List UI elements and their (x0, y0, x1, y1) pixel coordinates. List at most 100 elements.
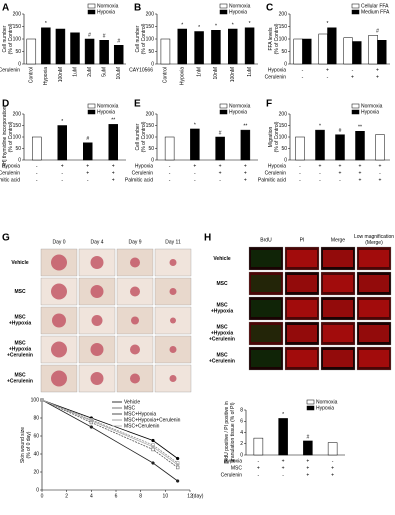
x-tick-label: 8 (139, 493, 142, 499)
line (41, 399, 178, 466)
condition-name: Cerulenin (0, 170, 20, 176)
condition-mark: + (193, 163, 196, 169)
bar (355, 131, 365, 161)
y-tick-label: 150 (279, 123, 288, 129)
panel-letter: B (134, 3, 141, 14)
condition-mark: + (282, 458, 285, 464)
y-tick-label: 50 (281, 146, 287, 152)
wound (169, 288, 177, 295)
line (41, 399, 178, 464)
x-tick-label: 10nM (213, 67, 219, 80)
marker (151, 445, 155, 449)
y-tick-label: 50 (148, 146, 154, 152)
condition-mark: - (36, 177, 38, 183)
column-header: BrdU (260, 237, 272, 243)
bar (190, 128, 200, 161)
stain (287, 250, 317, 267)
bar (327, 27, 337, 65)
wound (90, 343, 104, 356)
condition-name: Cerulenin (132, 170, 154, 176)
y-tick-label: 0 (284, 157, 287, 163)
condition-mark: + (257, 465, 260, 471)
row-label: MSC +Hypoxia (211, 303, 234, 315)
condition-mark: - (36, 163, 38, 169)
annotation: * (319, 123, 321, 129)
bar (84, 38, 95, 65)
condition-mark: + (331, 465, 334, 471)
legend-label: MSC (124, 405, 136, 411)
y-tick-label: 0 (18, 61, 21, 67)
legend-label: Hypoxia (97, 9, 115, 15)
legend-swatch (219, 103, 228, 109)
condition-mark: + (61, 163, 64, 169)
y-tick-label: 100 (279, 36, 288, 42)
bar (352, 41, 362, 65)
stain (323, 325, 353, 342)
condition-name: Hypoxia (2, 163, 20, 169)
condition-mark: + (86, 170, 89, 176)
condition-mark: - (352, 67, 354, 73)
row-label: Vehicle (213, 256, 230, 262)
y-tick-label: 150 (279, 24, 288, 30)
bar (240, 129, 251, 161)
line (41, 399, 178, 468)
condition-mark: - (332, 458, 334, 464)
bar (26, 38, 37, 65)
x-tick-label: 12 (187, 493, 193, 499)
condition-mark: + (112, 177, 115, 183)
marker (89, 425, 93, 429)
bar (70, 32, 80, 65)
y-tick-label: 200 (146, 11, 155, 17)
legend-swatch (87, 9, 96, 15)
column-header: Merge (331, 237, 345, 243)
wound (90, 285, 104, 298)
legend-label: Hypoxia (97, 109, 115, 115)
condition-mark: - (87, 177, 89, 183)
wound (169, 375, 177, 382)
stain (251, 250, 281, 267)
legend-swatch (87, 3, 96, 9)
panel-letter: G (2, 233, 10, 244)
bar (177, 28, 187, 65)
condition-name: Hypoxia (268, 163, 286, 169)
condition-name: Cerulenin (221, 472, 243, 478)
legend-swatch (87, 103, 96, 109)
annotation: # (86, 136, 89, 142)
panel-letter: D (2, 99, 9, 110)
bar (113, 45, 124, 65)
condition-mark: - (258, 458, 260, 464)
wound (130, 344, 140, 355)
y-tick-label: 100 (279, 134, 288, 140)
category-group-label: Cerulenin (0, 67, 20, 73)
condition-mark: - (169, 170, 171, 176)
legend-label: Normoxia (361, 103, 383, 109)
condition-mark: - (61, 177, 63, 183)
bar (211, 30, 221, 65)
x-tick-label: 2 (65, 493, 68, 499)
condition-mark: + (331, 472, 334, 478)
condition-mark: - (258, 472, 260, 478)
legend-swatch (351, 109, 360, 115)
wound (90, 256, 104, 269)
marker (176, 456, 180, 461)
condition-name: Hypoxia (135, 163, 153, 169)
stain (287, 325, 317, 342)
bar (302, 38, 312, 65)
condition-mark: + (306, 472, 309, 478)
row-label: MSC (14, 289, 26, 295)
annotation: # (376, 29, 379, 35)
condition-mark: - (302, 67, 304, 73)
row-label: Vehicle (11, 260, 28, 266)
line (41, 399, 178, 459)
condition-name: Cerulenin (265, 74, 287, 80)
wound (51, 341, 67, 358)
stain (359, 300, 389, 317)
y-axis-label: Cell number(% of Control) (2, 23, 14, 54)
legend-label: Medium FFA (361, 9, 390, 15)
annotation: * (181, 22, 183, 28)
condition-mark: + (112, 163, 115, 169)
bar (377, 40, 387, 65)
stain (251, 300, 281, 317)
condition-mark: + (359, 177, 362, 183)
condition-mark: + (359, 170, 362, 176)
